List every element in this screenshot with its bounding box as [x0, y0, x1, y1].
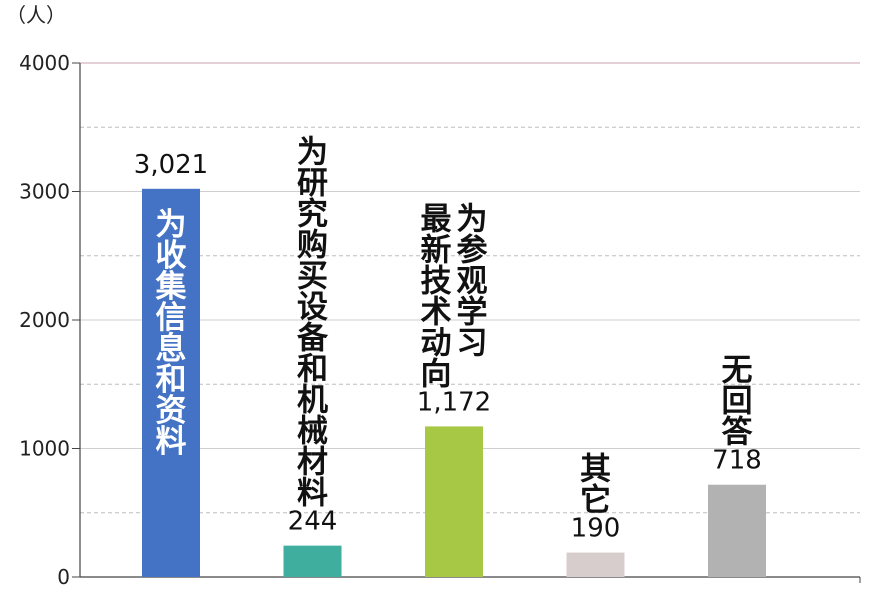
data-labels: 3,021 244 1,172 190 718	[134, 150, 762, 544]
y-tick-label: 4000	[19, 51, 70, 75]
category-label-text: 为研究购买设备和机械材料	[296, 135, 329, 512]
y-tick-label: 0	[57, 565, 70, 589]
y-unit-label: （人）	[6, 3, 66, 27]
bar	[566, 552, 625, 577]
category-label: 其它	[580, 452, 611, 519]
category-label: 无回答	[722, 353, 754, 451]
y-tick-label: 3000	[19, 180, 70, 204]
category-label: 为研究购买设备和机械材料	[296, 135, 329, 512]
data-label: 190	[571, 514, 621, 544]
bar	[142, 188, 200, 577]
bars	[142, 188, 766, 577]
data-label: 718	[712, 446, 762, 476]
grid-layer	[80, 62, 860, 514]
data-label: 244	[288, 507, 338, 537]
data-label: 1,172	[417, 387, 491, 417]
category-label: 为参观学习最新技术动向	[421, 201, 488, 392]
category-label-text: 其它	[580, 452, 611, 519]
category-label-text: 为收集信息和资料	[155, 207, 187, 460]
category-label-text: 为参观学习最新技术动向	[421, 201, 488, 392]
bar	[425, 426, 483, 577]
y-tick-label: 1000	[19, 437, 70, 461]
category-label-text: 无回答	[722, 353, 754, 451]
bar	[708, 484, 766, 577]
data-label: 3,021	[134, 150, 208, 180]
category-label: 为收集信息和资料	[155, 207, 187, 460]
y-tick-label: 2000	[19, 308, 70, 332]
bar	[283, 545, 342, 577]
